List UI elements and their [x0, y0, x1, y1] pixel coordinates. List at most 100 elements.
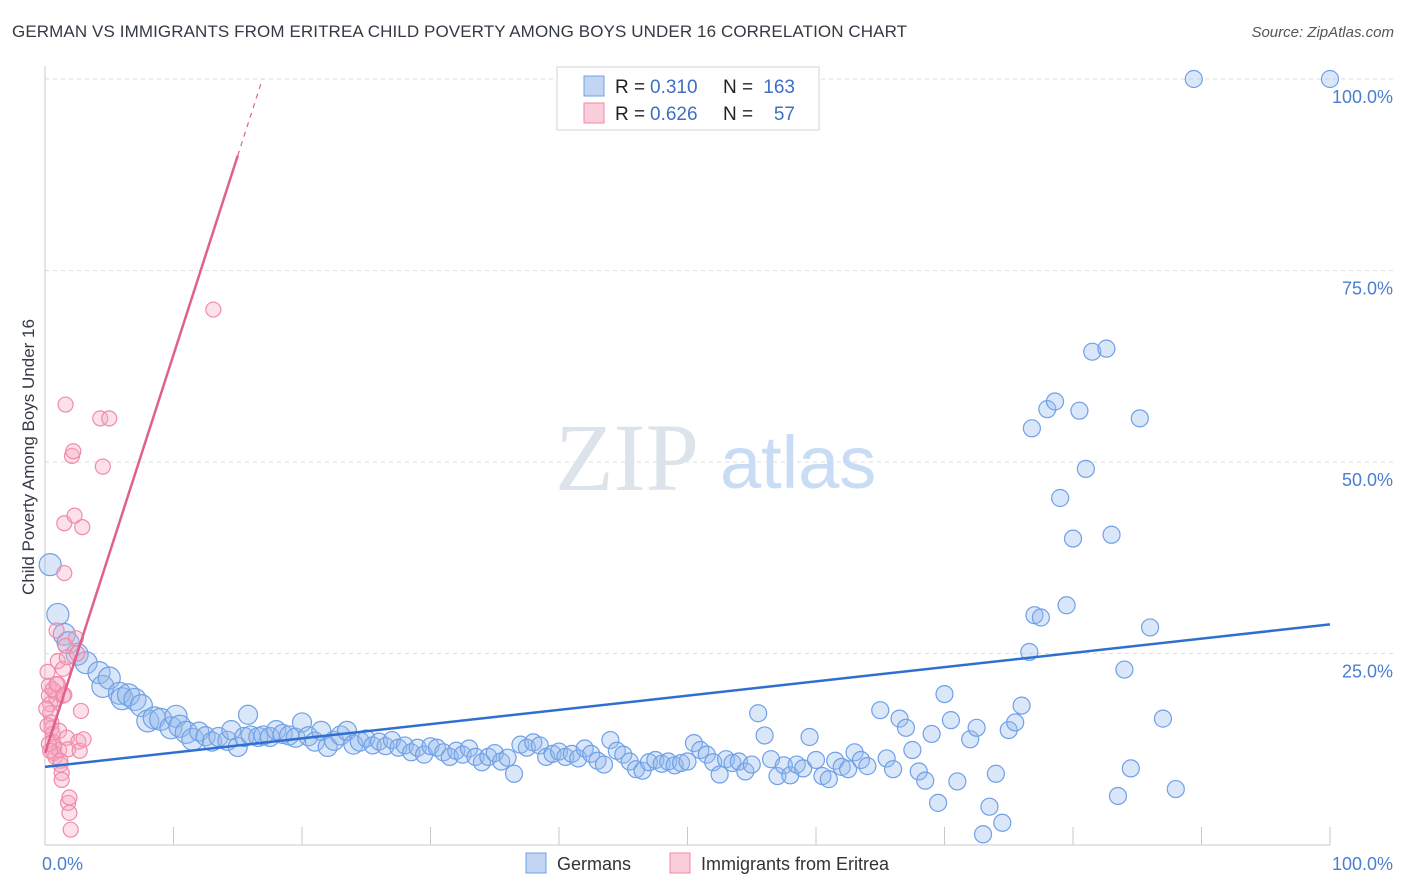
- axes: [44, 66, 1331, 846]
- eritrea-point: [58, 649, 75, 666]
- legend-germans-label: Germans: [557, 854, 631, 874]
- germans-point: [582, 744, 601, 763]
- stats-legend: R = 0.310 N = 163 R = 0.626 N = 57: [556, 66, 820, 131]
- germans-point: [1006, 713, 1025, 732]
- germans-point: [774, 756, 793, 775]
- watermark-atlas: atlas: [720, 421, 876, 504]
- germans-point: [317, 736, 338, 758]
- eritrea-n-label: N =: [723, 104, 753, 125]
- germans-point: [530, 736, 549, 755]
- germans-point: [1102, 525, 1121, 544]
- germans-point: [800, 727, 819, 747]
- legend-eritrea-label: Immigrants from Eritrea: [701, 854, 890, 874]
- germans-point: [794, 759, 813, 778]
- eritrea-swatch: [583, 102, 605, 124]
- eritrea-point: [53, 771, 70, 788]
- y-tick-label: 50.0%: [1342, 470, 1393, 490]
- germans-point: [237, 704, 259, 725]
- germans-trend-line: [44, 623, 1331, 769]
- germans-point: [1108, 786, 1128, 806]
- eritrea-n-value: 57: [774, 104, 795, 125]
- germans-n-label: N =: [723, 77, 753, 98]
- eritrea-trend-line: [43, 155, 239, 754]
- eritrea-point: [205, 301, 222, 318]
- germans-point: [1320, 69, 1340, 89]
- germans-point: [749, 704, 768, 723]
- eritrea-point: [101, 410, 118, 427]
- germans-point: [916, 771, 935, 790]
- germans-point: [46, 602, 70, 627]
- germans-point: [1038, 400, 1057, 419]
- germans-point: [498, 748, 517, 767]
- germans-point: [806, 750, 826, 770]
- eritrea-point: [62, 821, 79, 838]
- legend-germans-swatch: [525, 852, 547, 874]
- eritrea-point: [57, 396, 74, 413]
- chart-title: GERMAN VS IMMIGRANTS FROM ERITREA CHILD …: [12, 22, 908, 41]
- germans-point: [38, 553, 62, 577]
- germans-point: [1063, 529, 1083, 548]
- germans-point: [1057, 596, 1076, 615]
- germans-point: [883, 760, 903, 779]
- eritrea-trend-extension: [237, 78, 264, 156]
- y-axis-label: Child Poverty Among Boys Under 16: [19, 319, 38, 595]
- germans-point: [896, 718, 916, 737]
- germans-point: [1076, 459, 1095, 478]
- germans-point: [614, 745, 633, 764]
- eritrea-point: [66, 507, 83, 524]
- germans-point: [1051, 488, 1070, 508]
- series-legend: Germans Immigrants from Eritrea: [525, 852, 890, 874]
- watermark: ZIP atlas: [555, 404, 876, 511]
- germans-point: [871, 701, 890, 720]
- germans-point: [1140, 618, 1160, 637]
- eritrea-point: [39, 663, 56, 680]
- germans-point: [819, 770, 838, 789]
- germans-point: [935, 684, 954, 704]
- x-tick-label-max: 100.0%: [1332, 854, 1393, 874]
- germans-point: [1121, 759, 1140, 778]
- germans-point: [1022, 419, 1041, 438]
- germans-point: [684, 734, 704, 753]
- germans-point: [877, 749, 896, 768]
- germans-point: [909, 762, 928, 781]
- germans-point: [136, 709, 160, 733]
- germans-point: [768, 766, 787, 786]
- germans-point: [922, 724, 941, 744]
- germans-point: [839, 760, 858, 779]
- germans-point: [601, 730, 620, 750]
- germans-point: [723, 753, 742, 773]
- eritrea-point: [92, 410, 109, 427]
- legend-eritrea-swatch: [669, 852, 691, 874]
- eritrea-point: [48, 622, 65, 639]
- germans-point: [973, 825, 993, 844]
- germans-point: [1184, 69, 1203, 89]
- eritrea-r-value: 0.626: [650, 104, 698, 125]
- germans-n-value: 163: [763, 77, 795, 98]
- germans-point: [736, 762, 755, 781]
- eritrea-r-label: R =: [615, 104, 645, 125]
- germans-point: [1083, 342, 1102, 361]
- germans-point: [272, 723, 293, 745]
- germans-point: [1115, 660, 1134, 679]
- germans-point: [427, 738, 447, 757]
- germans-point: [986, 764, 1006, 783]
- source-label: Source: ZipAtlas.com: [1251, 24, 1394, 41]
- eritrea-point: [65, 443, 82, 460]
- germans-point: [967, 718, 986, 737]
- eritrea-point: [38, 700, 55, 717]
- germans-point: [1153, 709, 1173, 728]
- germans-point: [980, 797, 999, 816]
- germans-point: [1045, 392, 1065, 411]
- eritrea-point: [61, 789, 78, 806]
- germans-point: [1166, 779, 1185, 799]
- germans-points: [38, 69, 1340, 844]
- y-tick-label: 75.0%: [1342, 279, 1393, 299]
- germans-swatch: [583, 75, 605, 97]
- germans-point: [671, 753, 691, 773]
- germans-point: [710, 765, 729, 784]
- germans-point: [56, 631, 80, 655]
- germans-point: [691, 740, 710, 760]
- germans-point: [678, 752, 697, 771]
- germans-point: [1031, 608, 1050, 627]
